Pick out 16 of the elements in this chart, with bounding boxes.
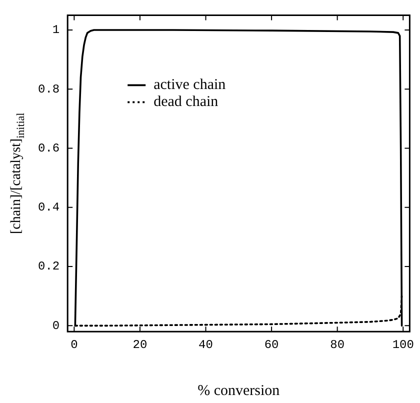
y-axis-title: [chain]/[catalyst]initial [9,112,27,234]
y-tick-label: 0.8 [38,82,60,96]
x-tick-label: 40 [198,338,213,352]
x-tick-label: 20 [132,338,148,352]
x-tick-label: 100 [392,338,414,352]
x-tick-label: 60 [264,338,279,352]
y-tick-label: 0 [52,318,60,333]
legend-label: active chain [154,77,226,94]
y-tick-label: 0.4 [38,200,60,215]
x-tick-label: 0 [70,338,78,352]
x-axis-title: % conversion [198,383,280,399]
legend-label: dead chain [154,94,219,110]
y-tick-label: 1 [52,23,60,38]
y-tick-label: 0.2 [38,260,60,274]
y-tick-label: 0.6 [38,141,60,156]
x-tick-label: 80 [330,338,345,352]
